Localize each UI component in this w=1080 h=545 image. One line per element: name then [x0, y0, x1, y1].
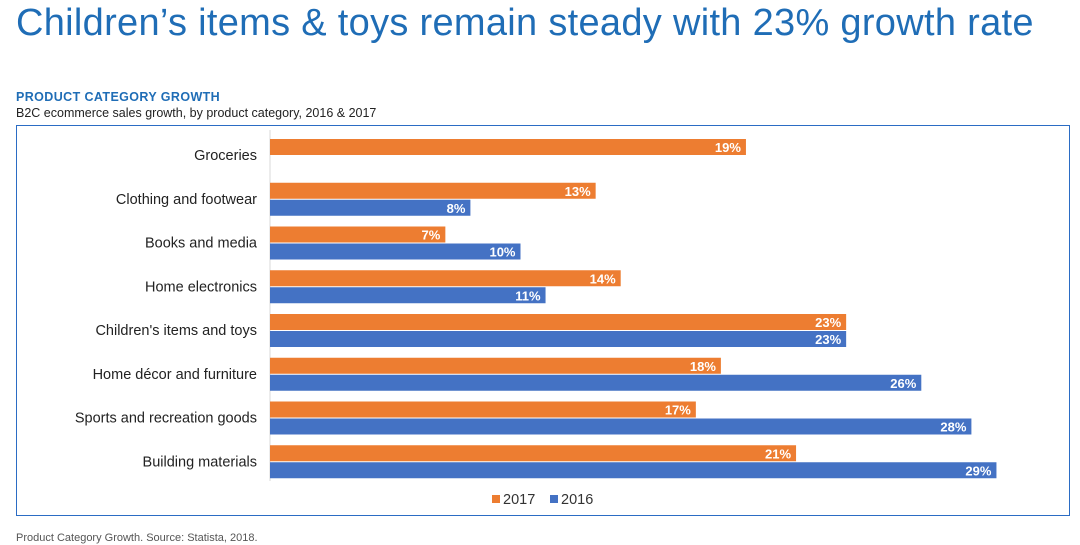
bar-2017-clothing-and-footwear [270, 182, 596, 199]
bar-2017-sports-and-recreation-goods [270, 401, 696, 418]
data-label-2016-children-s-items-and-toys: 23% [815, 332, 841, 347]
data-label-2017-books-and-media: 7% [422, 228, 441, 243]
data-label-2017-clothing-and-footwear: 13% [565, 184, 591, 199]
legend-label-2017: 2017 [503, 492, 535, 508]
bar-2016-home-d-cor-and-furniture [270, 374, 922, 391]
category-label-books-and-media: Books and media [145, 236, 258, 252]
legend-swatch-2016 [550, 495, 558, 503]
data-label-2017-groceries: 19% [715, 140, 741, 155]
data-label-2016-clothing-and-footwear: 8% [447, 201, 466, 216]
bar-2017-home-electronics [270, 270, 621, 287]
chart-section-title: PRODUCT CATEGORY GROWTH [16, 90, 221, 104]
data-label-2017-sports-and-recreation-goods: 17% [665, 403, 691, 418]
category-label-building-materials: Building materials [143, 454, 257, 470]
chart-frame: Groceries 19% Clothing and footwear 13% 8% Bo… [16, 125, 1070, 516]
bar-2016-home-electronics [270, 287, 546, 304]
chart-subtitle: B2C ecommerce sales growth, by product c… [16, 106, 377, 120]
bar-2017-children-s-items-and-toys [270, 314, 847, 330]
category-label-groceries: Groceries [194, 148, 257, 164]
data-label-2017-children-s-items-and-toys: 23% [815, 315, 841, 330]
category-label-clothing-and-footwear: Clothing and footwear [116, 192, 257, 208]
category-label-home-electronics: Home electronics [145, 279, 257, 295]
bar-2017-building-materials [270, 445, 797, 462]
source-note: Product Category Growth. Source: Statist… [16, 532, 258, 544]
data-label-2016-building-materials: 29% [965, 463, 991, 478]
category-label-children-s-items-and-toys: Children's items and toys [95, 323, 257, 339]
bar-2016-children-s-items-and-toys [270, 331, 847, 347]
bar-2017-books-and-media [270, 226, 446, 243]
bar-chart: Groceries 19% Clothing and footwear 13% 8% Bo… [75, 130, 997, 508]
bar-2017-home-d-cor-and-furniture [270, 357, 721, 374]
data-label-2016-home-electronics: 11% [515, 288, 541, 303]
page-headline: Children’s items & toys remain steady wi… [16, 2, 1034, 44]
data-label-2016-home-d-cor-and-furniture: 26% [890, 376, 916, 391]
data-label-2016-books-and-media: 10% [489, 245, 515, 260]
bar-2017-groceries [270, 139, 746, 155]
bar-2016-books-and-media [270, 243, 521, 260]
data-label-2017-home-electronics: 14% [590, 271, 616, 286]
data-label-2016-sports-and-recreation-goods: 28% [940, 420, 966, 435]
data-label-2017-building-materials: 21% [765, 446, 791, 461]
legend-swatch-2017 [492, 495, 500, 503]
bar-2016-clothing-and-footwear [270, 199, 471, 216]
category-label-home-d-cor-and-furniture: Home décor and furniture [93, 367, 257, 383]
bar-2016-sports-and-recreation-goods [270, 418, 972, 435]
data-label-2017-home-d-cor-and-furniture: 18% [690, 359, 716, 374]
bar-2016-building-materials [270, 462, 997, 479]
category-label-sports-and-recreation-goods: Sports and recreation goods [75, 411, 257, 427]
legend-label-2016: 2016 [561, 492, 593, 508]
